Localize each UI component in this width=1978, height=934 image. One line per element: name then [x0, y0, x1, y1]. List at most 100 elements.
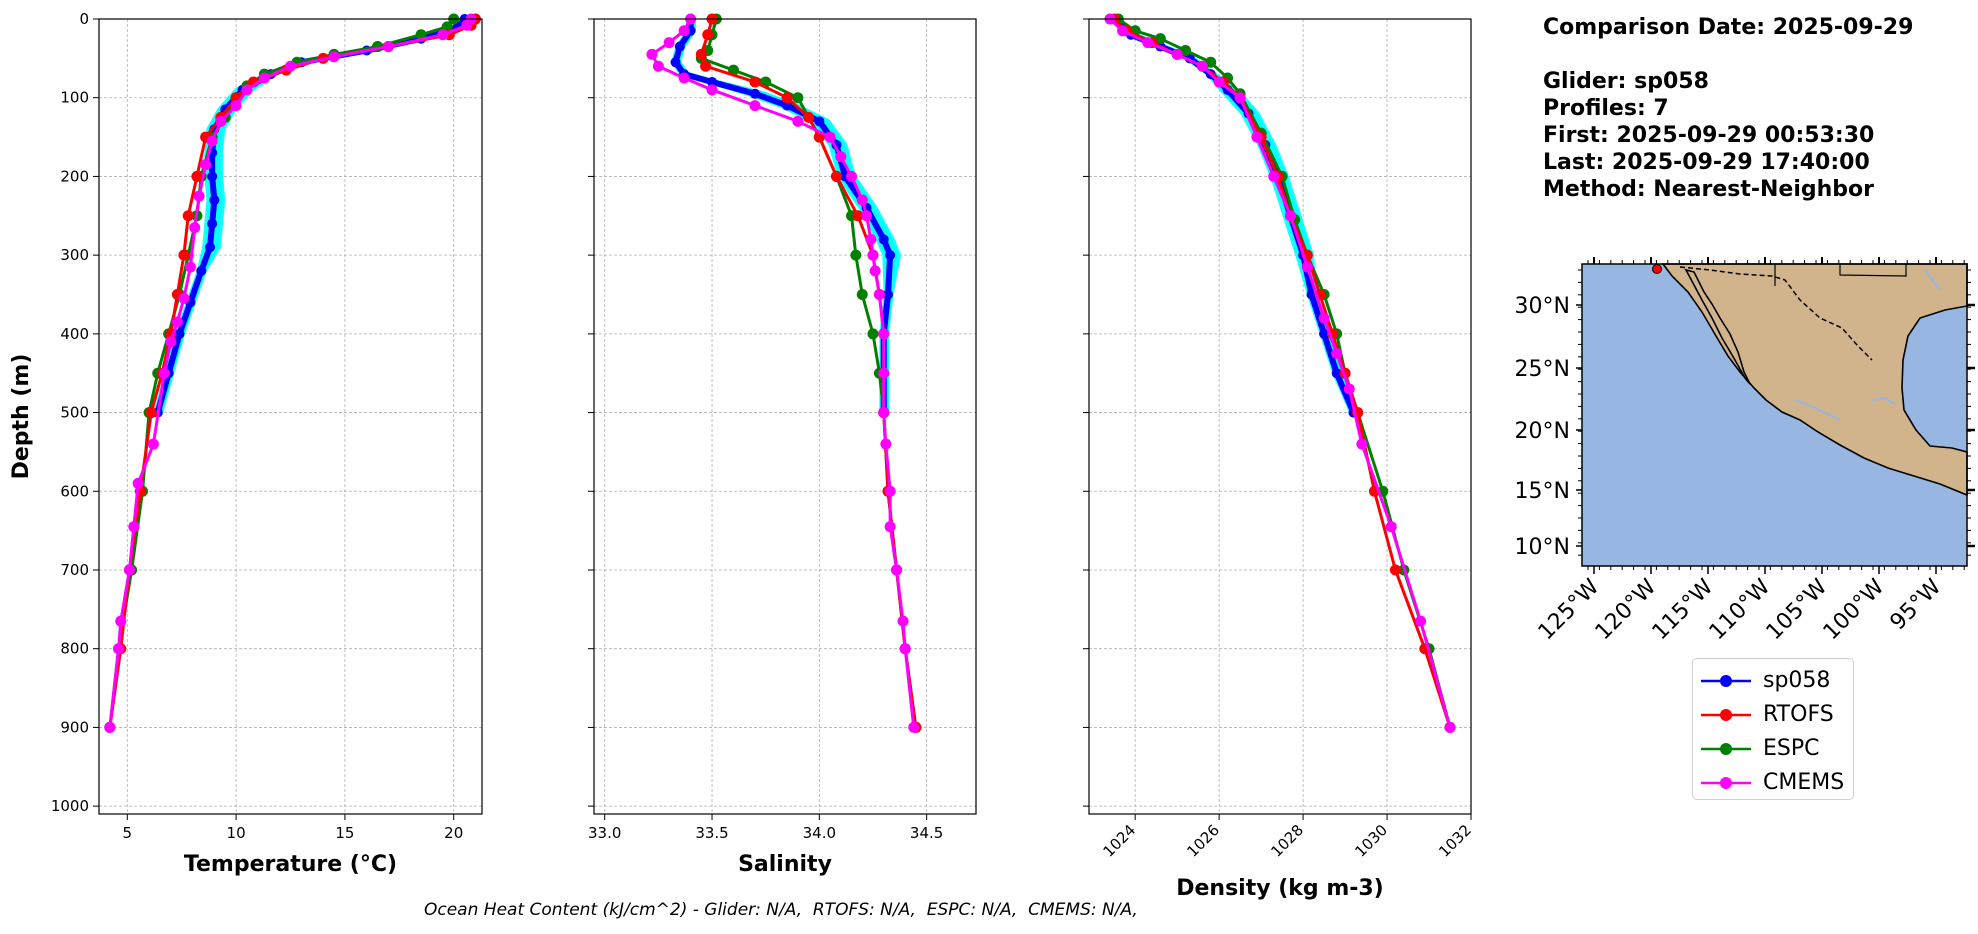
data-point-cmems-6 — [258, 72, 270, 84]
legend-label-sp058: sp058 — [1763, 668, 1831, 693]
x-axis-label-2: Density (kg m-3) — [1176, 876, 1384, 901]
data-point-cmems-15 — [867, 249, 879, 261]
data-point-cmems-7 — [241, 84, 253, 96]
glider-profile-3 — [1114, 17, 1358, 414]
series-line-cmems — [108, 18, 473, 728]
glider-name: Glider: sp058 — [1543, 69, 1709, 94]
data-point-sp058-11 — [209, 195, 220, 206]
data-point-sp058-6 — [749, 88, 760, 99]
data-point-sp058-12 — [207, 218, 218, 229]
series-line-cmems — [1108, 17, 1452, 728]
y-tick-label-0: 0 — [79, 10, 89, 28]
data-point-rtofs-12 — [178, 249, 190, 261]
panel-frame-1 — [593, 18, 977, 815]
data-point-cmems-5 — [1213, 76, 1225, 88]
legend-swatch-espc — [1701, 743, 1751, 755]
data-point-cmems-4 — [328, 51, 340, 63]
legend-label-cmems: CMEMS — [1763, 770, 1845, 795]
map-lat-label-0: 30°N — [1515, 294, 1570, 319]
data-point-cmems-8 — [1268, 170, 1280, 182]
ocean-heat-content-footer: Ocean Heat Content (kJ/cm^2) - Glider: N… — [424, 900, 1138, 920]
data-point-cmems-18 — [878, 328, 890, 340]
map-lon-label-2: 115°W — [1648, 574, 1719, 645]
data-point-cmems-4 — [652, 60, 664, 72]
comparison-date: Comparison Date: 2025-09-29 — [1543, 15, 1914, 40]
data-point-cmems-9 — [215, 115, 227, 127]
data-point-cmems-16 — [171, 316, 183, 328]
x-tick-label-3: 1030 — [1351, 821, 1391, 861]
data-point-cmems-2 — [437, 29, 449, 41]
x-tick-label-2: 15 — [335, 824, 354, 842]
data-point-cmems-20 — [132, 477, 144, 489]
x-tick-label-4: 1032 — [1435, 821, 1475, 861]
data-point-cmems-14 — [184, 261, 196, 273]
series-line-rtofs — [1113, 17, 1452, 728]
map-lat-label-3: 15°N — [1515, 479, 1570, 504]
data-point-cmems-3 — [646, 48, 658, 60]
series-line-sp058 — [154, 17, 467, 414]
legend-item-espc: ESPC — [1693, 733, 1853, 767]
data-point-rtofs-4 — [749, 76, 761, 88]
data-point-cmems-22 — [884, 485, 896, 497]
data-point-sp058-16 — [174, 328, 185, 339]
y-tick-label-9: 900 — [60, 718, 89, 736]
map-land — [1661, 263, 1968, 497]
glider-profile-1 — [154, 17, 466, 414]
data-point-rtofs-9 — [852, 210, 864, 222]
legend-label-espc: ESPC — [1763, 736, 1820, 761]
series-cmems — [646, 13, 920, 733]
data-point-cmems-17 — [1444, 721, 1456, 733]
legend-swatch-sp058 — [1701, 675, 1751, 687]
x-tick-label-2: 1028 — [1267, 821, 1307, 861]
series-cmems — [1104, 13, 1456, 733]
data-point-sp058-13 — [885, 250, 896, 261]
data-point-cmems-13 — [1343, 383, 1355, 395]
y-tick-label-10: 1000 — [51, 797, 89, 815]
data-point-cmems-12 — [1331, 348, 1343, 360]
data-point-cmems-24 — [891, 564, 903, 576]
data-point-sp058-14 — [883, 289, 894, 300]
data-point-cmems-4 — [1196, 60, 1208, 72]
data-point-espc-11 — [856, 288, 868, 300]
data-point-cmems-9 — [824, 131, 836, 143]
legend-swatch-cmems — [1701, 777, 1751, 789]
legend-item-rtofs: RTOFS — [1693, 699, 1853, 733]
data-point-sp058-7 — [782, 100, 793, 111]
data-point-cmems-15 — [178, 292, 190, 304]
map-inset: 30°N 25°N 20°N 15°N 10°N 125°W120°W115°W110°W… — [1515, 257, 1975, 645]
x-tick-label-1: 33.5 — [695, 824, 728, 842]
data-point-rtofs-16 — [145, 407, 157, 419]
data-point-rtofs-5 — [781, 92, 793, 104]
series-line-espc — [1117, 17, 1452, 728]
data-point-espc-4 — [1205, 56, 1217, 68]
data-point-sp058-13 — [204, 242, 215, 253]
data-point-cmems-11 — [200, 159, 212, 171]
data-point-cmems-2 — [663, 37, 675, 49]
data-point-cmems-12 — [193, 190, 205, 202]
map-glider-marker — [1652, 264, 1662, 274]
data-point-cmems-18 — [158, 367, 170, 379]
x-tick-label-3: 20 — [444, 824, 463, 842]
data-point-cmems-9 — [1284, 210, 1296, 222]
x-tick-label-0: 33.0 — [588, 824, 621, 842]
series-sp058 — [1109, 14, 1359, 418]
data-point-cmems-23 — [884, 521, 896, 533]
y-axis-label: Depth (m) — [9, 354, 34, 480]
data-point-cmems-10 — [206, 135, 218, 147]
data-point-espc-2 — [1154, 33, 1166, 45]
data-point-cmems-1 — [678, 25, 690, 37]
x-tick-label-0: 1024 — [1099, 821, 1139, 861]
map-lon-label-5: 100°W — [1819, 574, 1890, 645]
series-rtofs — [1108, 13, 1456, 733]
interp-method: Method: Nearest-Neighbor — [1543, 177, 1874, 202]
map-baja-peninsula — [1684, 268, 1751, 385]
data-point-rtofs-11 — [182, 210, 194, 222]
data-point-cmems-3 — [1171, 48, 1183, 60]
profile-panel-0: 5 10 15 2001002003004005006007008009001000T… — [9, 10, 483, 877]
data-point-cmems-21 — [880, 438, 892, 450]
data-point-cmems-15 — [1385, 521, 1397, 533]
data-point-cmems-19 — [147, 438, 159, 450]
x-tick-label-0: 5 — [123, 824, 133, 842]
data-point-sp058-10 — [207, 171, 218, 182]
